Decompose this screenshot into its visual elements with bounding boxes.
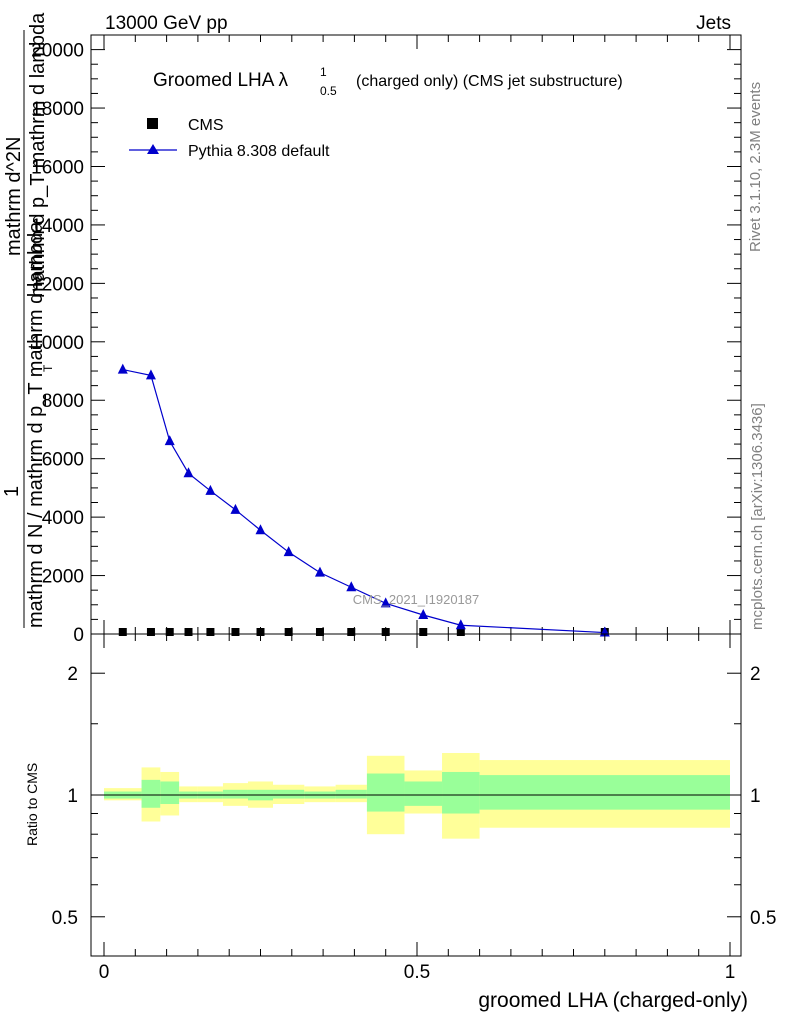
pythia-data-point	[455, 619, 466, 630]
main-panel: 0 2000 4000 6000 8000 10000 12000 14000 16000 180…	[31, 34, 742, 646]
title-rest: (charged only) (CMS jet substructure)	[356, 73, 623, 90]
y-label-numerator: 1	[1, 486, 23, 497]
ratio-stat-band	[404, 781, 443, 806]
pythia-data-point	[205, 484, 216, 495]
pythia-data-point	[283, 546, 294, 557]
ratio-stat-band	[442, 771, 480, 814]
pythia-data-point	[230, 503, 241, 514]
ratio-stat-band	[160, 781, 180, 805]
ratio-stat-band	[222, 789, 248, 799]
pythia-data-point	[117, 363, 128, 374]
pythia-data-point	[164, 435, 175, 446]
ratio-x-ticks: 0 0.5 1	[99, 634, 736, 983]
chart-title: Groomed LHA λ	[153, 70, 288, 91]
cms-data-point	[419, 628, 428, 636]
cms-data-point	[284, 628, 293, 636]
y-tick-label: 2000	[42, 567, 84, 588]
pythia-series-line	[122, 368, 605, 634]
y-tick-label: 10000	[31, 333, 84, 354]
rivet-label: Rivet 3.1.10, 2.3M events	[747, 82, 764, 252]
y-tick-label: 20000	[31, 41, 84, 62]
y-label-subscript: T	[41, 364, 55, 372]
legend-pythia-label: Pythia 8.308 default	[188, 143, 330, 160]
x-axis-label: groomed LHA (charged-only)	[478, 989, 748, 1012]
x-tick-label: 0.5	[404, 962, 430, 983]
pythia-data-point	[255, 524, 266, 535]
cms-data-point	[146, 628, 155, 636]
ratio-stat-band	[273, 789, 305, 799]
ratio-panel: 0.5 0.51 12 2 0 0.5 1 Ratio to CMS groomed LH…	[24, 633, 777, 1012]
header-right: Jets	[696, 13, 731, 34]
ratio-stat-band	[366, 773, 405, 812]
pythia-data-point	[380, 597, 391, 608]
ratio-y-label: Ratio to CMS	[24, 763, 40, 846]
ratio-y-tick-label: 2	[67, 664, 78, 685]
ratio-y-ticks: 0.5 0.5 1 1 2 2	[52, 664, 777, 929]
x-tick-label: 0	[99, 962, 110, 983]
x-tick-label: 1	[725, 962, 736, 983]
y-tick-label: 12000	[31, 274, 84, 295]
main-x-ticks	[103, 35, 731, 634]
pythia-data-point	[183, 467, 194, 478]
pythia-data-point	[145, 369, 156, 380]
cms-data-point	[165, 628, 174, 636]
legend-cms-label: CMS	[188, 117, 224, 134]
cms-data-point	[118, 628, 127, 636]
legend-cms-marker	[147, 118, 158, 129]
y-tick-label: 14000	[31, 216, 84, 237]
y-tick-label: 18000	[31, 99, 84, 120]
main-y-ticks: 0 2000 4000 6000 8000 10000 12000 14000 16000 180…	[31, 41, 741, 646]
ratio-y-tick-label-right: 1	[750, 786, 761, 807]
ratio-stat-band	[335, 789, 367, 799]
ratio-y-tick-label-right: 0.5	[750, 908, 776, 929]
y-tick-label: 4000	[42, 508, 84, 529]
pythia-data-point	[314, 566, 325, 577]
series-markers	[117, 363, 610, 637]
cms-data-point	[381, 628, 390, 636]
y-label-overlay-top: mathrm d^2N	[3, 137, 25, 256]
y-tick-label: 16000	[31, 157, 84, 178]
ratio-stat-band	[479, 775, 730, 810]
ratio-bands	[104, 753, 730, 839]
y-tick-label: 6000	[42, 450, 84, 471]
pythia-data-point	[418, 609, 429, 620]
ratio-stat-band	[141, 779, 161, 808]
ratio-y-tick-label: 0.5	[52, 908, 78, 929]
cms-data-point	[256, 628, 265, 636]
cms-data-point	[231, 628, 240, 636]
title-superscript: 1	[320, 65, 327, 79]
y-label-denominator: mathrm d N / mathrm d p_T mathrm d lambd…	[25, 221, 47, 628]
header-left: 13000 GeV pp	[105, 13, 228, 34]
main-y-label: mathrm d^2N 1 mathrm d N / mathrm d p_T …	[1, 12, 55, 628]
cms-data-point	[184, 628, 193, 636]
pythia-data-point	[346, 581, 357, 592]
cms-data-point	[206, 628, 215, 636]
mcplots-label: mcplots.cern.ch [arXiv:1306.3436]	[749, 403, 766, 630]
y-tick-label: 8000	[42, 391, 84, 412]
title-subscript: 0.5	[320, 84, 337, 98]
ratio-y-tick-label: 1	[67, 786, 78, 807]
y-tick-label: 0	[73, 625, 84, 646]
cms-data-point	[456, 628, 465, 636]
y-label-overlay-bottom: mathrm d p_T mathrm d lambda	[27, 12, 49, 298]
cms-data-point	[315, 628, 324, 636]
legend-pythia-marker	[147, 144, 159, 154]
ratio-y-tick-label-right: 2	[750, 664, 761, 685]
analysis-watermark: CMS_2021_I1920187	[353, 592, 480, 607]
cms-data-point	[347, 628, 356, 636]
